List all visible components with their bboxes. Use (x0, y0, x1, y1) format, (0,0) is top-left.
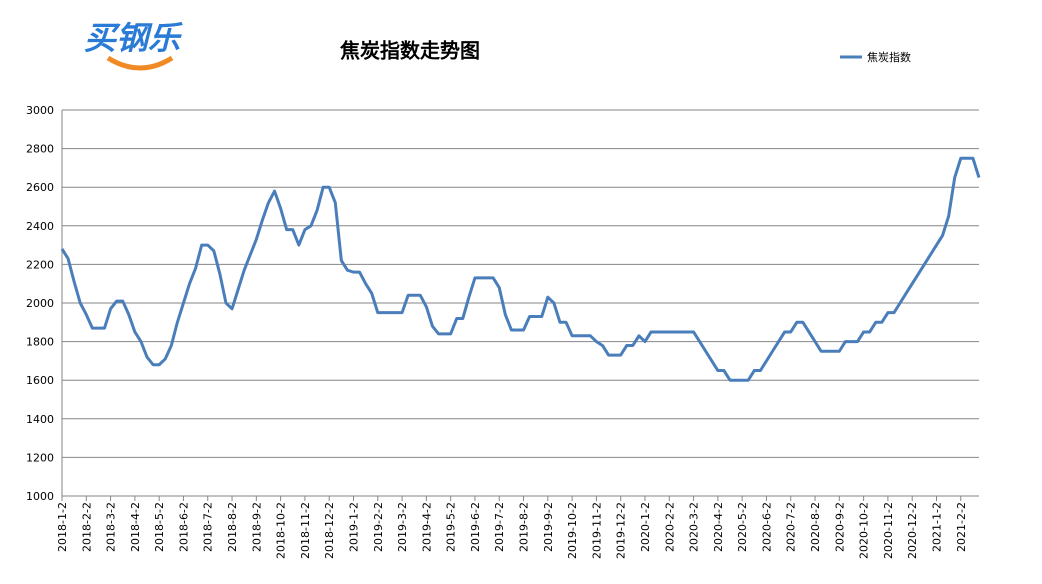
logo-arc (106, 55, 174, 71)
y-tick-label: 2400 (26, 220, 54, 233)
x-tick-label: 2020-6-2 (760, 502, 773, 552)
x-tick-label: 2019-6-2 (469, 502, 482, 552)
legend-label: 焦炭指数 (867, 50, 911, 64)
y-tick-label: 1000 (26, 490, 54, 503)
chart-title: 焦炭指数走势图 (340, 39, 480, 63)
x-tick-label: 2021-1-2 (930, 502, 943, 552)
x-tick-label: 2020-3-2 (688, 502, 701, 552)
y-tick-label: 2200 (26, 258, 54, 271)
x-tick-label: 2018-12-2 (323, 502, 336, 559)
x-tick-label: 2020-2-2 (663, 502, 676, 552)
data-line (60, 156, 981, 382)
y-tick-label: 3000 (26, 104, 54, 117)
y-tick-label: 1200 (26, 451, 54, 464)
y-tick-label: 2600 (26, 181, 54, 194)
x-tick-label: 2019-2-2 (372, 502, 385, 552)
y-tick-label: 1400 (26, 413, 54, 426)
x-tick-label: 2020-10-2 (858, 502, 871, 559)
x-tick-label: 2018-9-2 (250, 502, 263, 552)
x-tick-label: 2018-8-2 (226, 502, 239, 552)
x-tick-label: 2019-10-2 (566, 502, 579, 559)
x-tick-label: 2019-3-2 (396, 502, 409, 552)
x-tick-label: 2018-2-2 (80, 502, 93, 552)
x-tick-label: 2021-2-2 (955, 502, 968, 552)
logo: 买钢乐 (84, 19, 183, 71)
x-tick-label: 2020-11-2 (882, 502, 895, 559)
y-tick-label: 1800 (26, 336, 54, 349)
x-tick-label: 2018-7-2 (202, 502, 215, 552)
x-tick-label: 2020-1-2 (639, 502, 652, 552)
x-tick-label: 2019-12-2 (615, 502, 628, 559)
x-tick-label: 2019-7-2 (493, 502, 506, 552)
y-tick-label: 2800 (26, 143, 54, 156)
x-tick-label: 2018-1-2 (56, 502, 69, 552)
x-tick-label: 2019-9-2 (542, 502, 555, 552)
x-tick-label: 2020-5-2 (736, 502, 749, 552)
x-tick-label: 2018-3-2 (105, 502, 118, 552)
x-tick-label: 2019-4-2 (420, 502, 433, 552)
x-tick-label: 2020-4-2 (712, 502, 725, 552)
y-tick-label: 2000 (26, 297, 54, 310)
x-tick-label: 2020-8-2 (809, 502, 822, 552)
x-tick-label: 2020-7-2 (785, 502, 798, 552)
x-tick-label: 2018-5-2 (153, 502, 166, 552)
x-tick-label: 2018-11-2 (299, 502, 312, 559)
x-tick-label: 2018-10-2 (275, 502, 288, 559)
x-tick-label: 2018-4-2 (129, 502, 142, 552)
x-tick-label: 2019-8-2 (518, 502, 531, 552)
y-tick-label: 1600 (26, 374, 54, 387)
x-tick-label: 2019-5-2 (445, 502, 458, 552)
logo-text: 买钢乐 (84, 19, 183, 57)
x-tick-label: 2020-12-2 (906, 502, 919, 559)
x-tick-label: 2020-9-2 (833, 502, 846, 552)
x-tick-label: 2019-1-2 (347, 502, 360, 552)
x-tick-label: 2019-11-2 (590, 502, 603, 559)
x-tick-label: 2018-6-2 (177, 502, 190, 552)
